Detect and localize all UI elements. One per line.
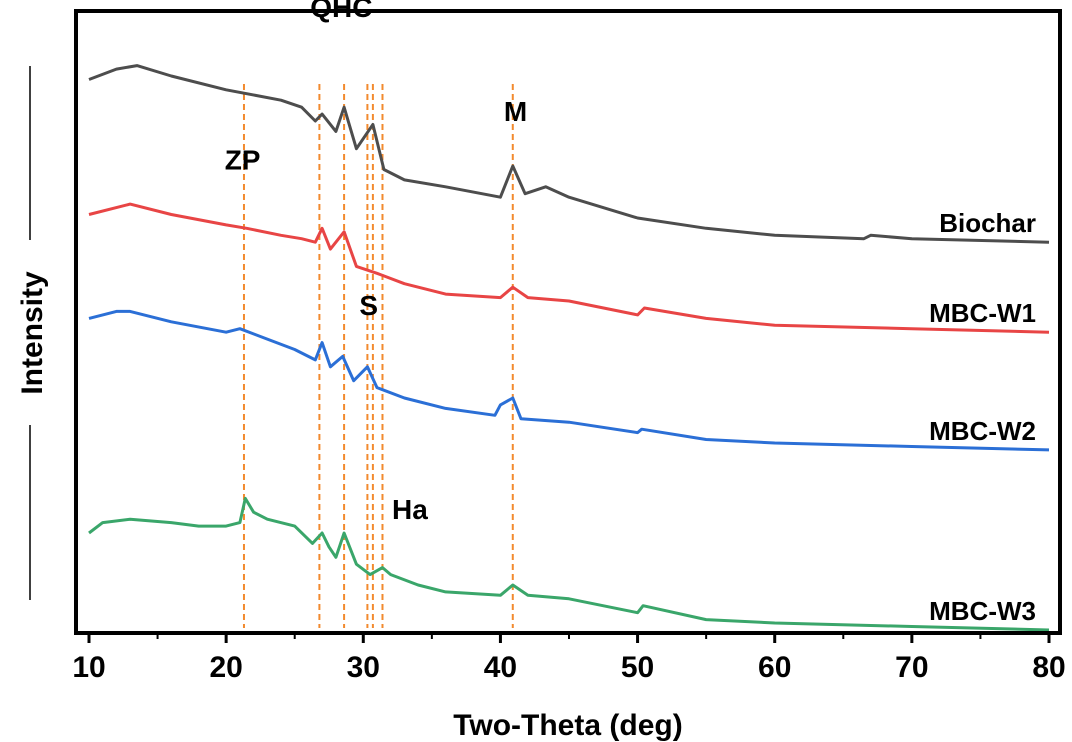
series-lines bbox=[88, 64, 1050, 632]
peak-label: S bbox=[359, 290, 378, 321]
peak-labels: CSQHCMZPSHa bbox=[225, 0, 527, 525]
series-label: MBC-W1 bbox=[929, 298, 1036, 328]
series-line-biochar bbox=[88, 64, 1050, 244]
series-label: MBC-W2 bbox=[929, 416, 1036, 446]
x-axis-ticks bbox=[87, 633, 1051, 643]
reference-lines bbox=[242, 84, 514, 628]
x-tick-label: 70 bbox=[895, 651, 928, 684]
x-tick-label: 10 bbox=[72, 651, 105, 684]
series-labels: Biochar MBC-W1 MBC-W2 MBC-W3 bbox=[929, 208, 1036, 626]
x-axis-title: Two-Theta (deg) bbox=[453, 709, 682, 742]
plot-frame bbox=[74, 9, 1062, 635]
x-tick-label: 80 bbox=[1032, 651, 1065, 684]
x-tick-label: 40 bbox=[484, 651, 517, 684]
peak-label: Ha bbox=[392, 494, 428, 525]
x-axis-tick-labels: 10 20 30 40 50 60 70 80 bbox=[72, 651, 1065, 684]
y-axis-title: Intensity bbox=[16, 271, 49, 395]
series-line-mbc-w3 bbox=[88, 496, 1050, 632]
series-label: MBC-W3 bbox=[929, 596, 1036, 626]
peak-label: ZP bbox=[225, 144, 261, 175]
peak-label: M bbox=[504, 96, 527, 127]
x-tick-label: 50 bbox=[621, 651, 654, 684]
x-tick-label: 30 bbox=[347, 651, 380, 684]
x-tick-label: 20 bbox=[209, 651, 242, 684]
x-tick-label: 60 bbox=[758, 651, 791, 684]
series-line-mbc-w2 bbox=[88, 309, 1050, 452]
series-line-mbc-w1 bbox=[88, 202, 1050, 334]
series-label: Biochar bbox=[939, 208, 1036, 238]
